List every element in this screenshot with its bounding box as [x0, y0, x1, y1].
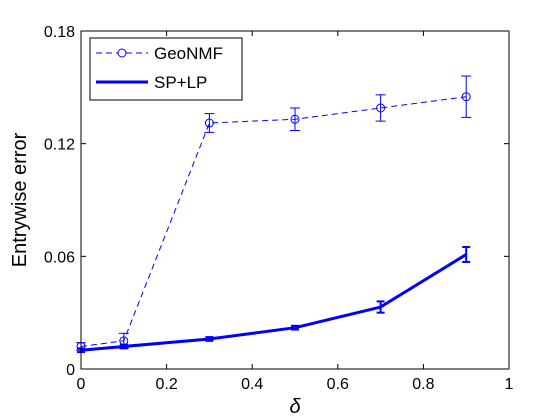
data-point-geonmf	[461, 92, 471, 102]
legend-box	[89, 37, 243, 101]
y-tick-label: 0.12	[44, 137, 75, 154]
legend-label-sp-lp: SP+LP	[154, 73, 207, 92]
series-line-sp-lp	[80, 253, 467, 352]
series-line-geonmf	[80, 96, 467, 347]
y-tick-label: 0.06	[44, 249, 75, 266]
x-axis-label: δ	[289, 396, 301, 418]
y-tick-label: 0.18	[44, 24, 75, 41]
x-tick-label: 0.6	[327, 376, 349, 393]
ticks-layer: 0 0.2 0.4 0.6 0.8 1 0 0.06 0.12 0.18	[44, 24, 514, 393]
x-tick-label: 0.2	[155, 376, 177, 393]
data-layer	[76, 75, 472, 354]
y-axis-label: Entrywise error	[9, 132, 31, 267]
x-tick-label: 0.8	[412, 376, 434, 393]
x-tick-label: 1	[505, 376, 514, 393]
data-point-geonmf	[376, 103, 386, 113]
y-tick-label: 0	[66, 362, 75, 379]
legend: GeoNMF SP+LP	[89, 37, 243, 101]
x-tick-label: 0	[77, 376, 86, 393]
data-point-geonmf	[290, 114, 300, 124]
legend-marker-geonmf	[117, 48, 127, 58]
legend-label-geonmf: GeoNMF	[154, 44, 223, 63]
axes-box	[80, 30, 510, 370]
x-tick-label: 0.4	[241, 376, 263, 393]
data-point-geonmf	[204, 118, 214, 128]
